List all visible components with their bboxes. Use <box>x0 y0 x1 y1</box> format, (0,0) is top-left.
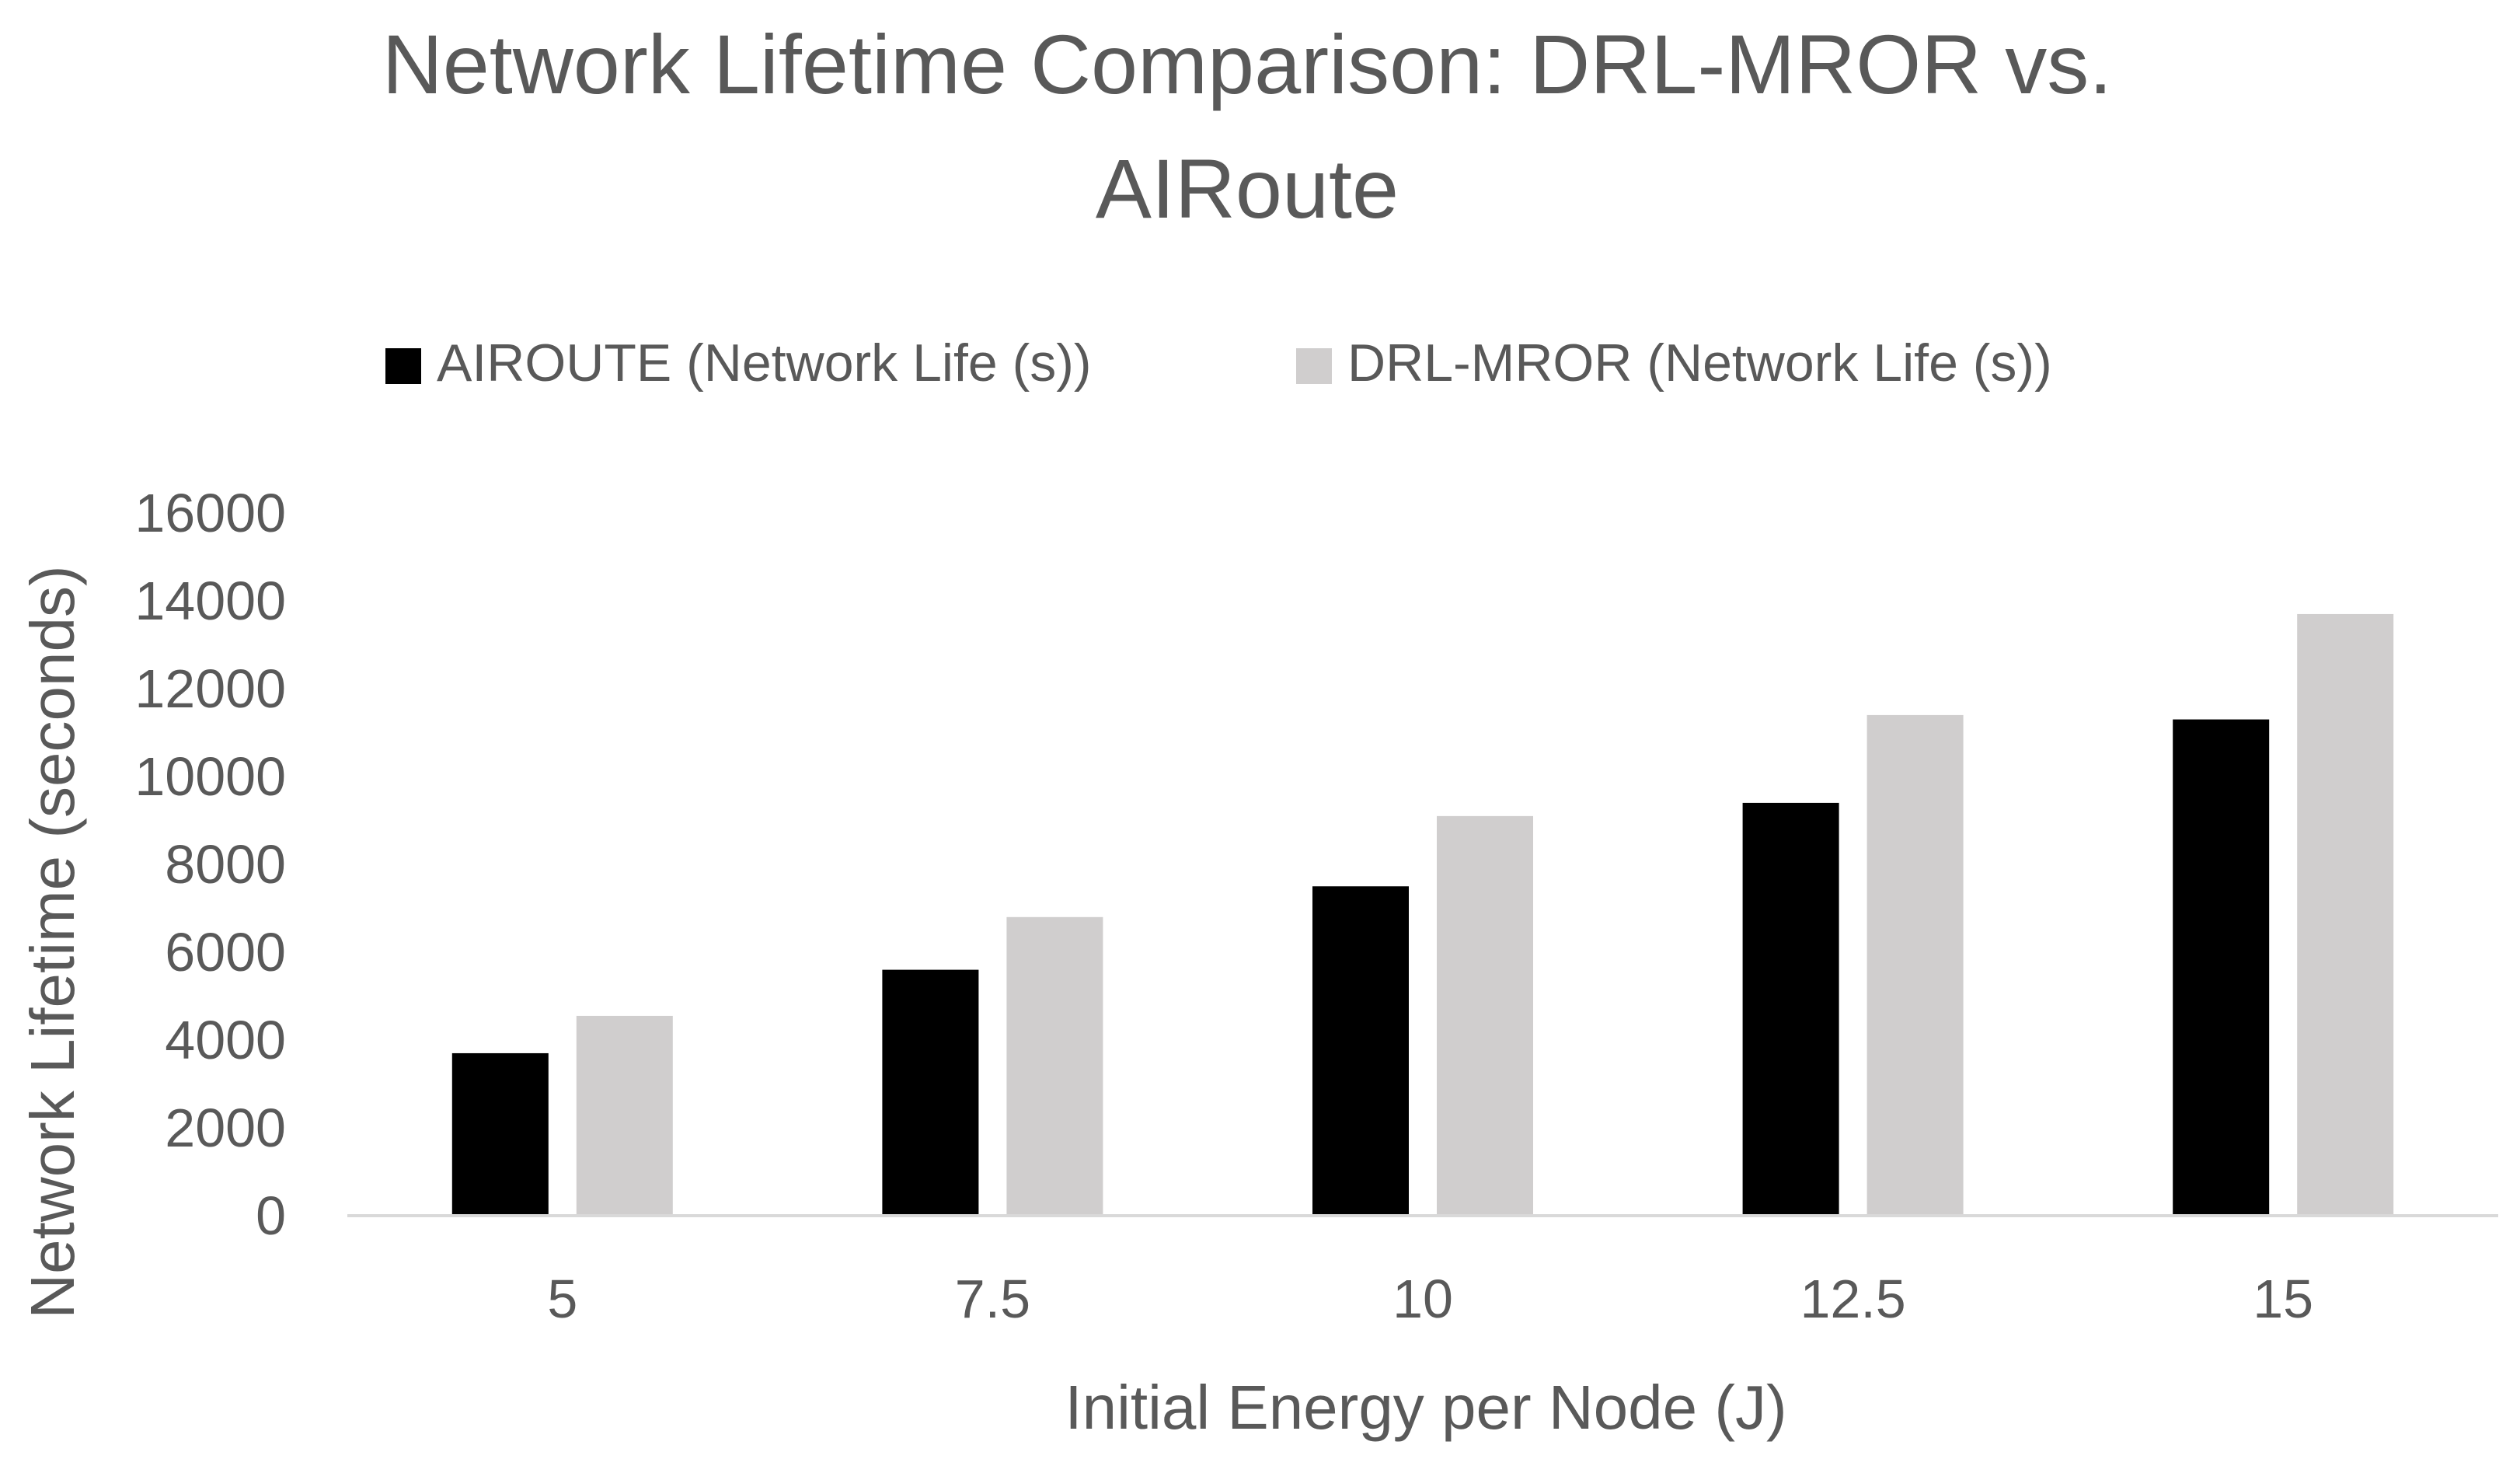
x-tick-label: 7.5 <box>955 1269 1030 1329</box>
y-tick-label: 10000 <box>134 746 286 807</box>
bar-drl-mror <box>1006 916 1103 1216</box>
bar-drl-mror <box>1437 815 1533 1216</box>
bars <box>451 613 2394 1216</box>
y-tick-label: 2000 <box>165 1098 286 1158</box>
legend-label-airoute: AIROUTE (Network Life (s)) <box>437 333 1092 393</box>
y-tick-label: 14000 <box>134 571 286 631</box>
bar-drl-mror <box>2297 613 2394 1216</box>
y-tick-label: 4000 <box>165 1010 286 1070</box>
y-axis-label: Network Lifetime (seconds) <box>18 565 87 1318</box>
x-tick-label: 12.5 <box>1800 1269 1905 1329</box>
legend-swatch-airoute <box>385 348 421 384</box>
y-tick-label: 16000 <box>134 483 286 543</box>
x-axis-ticks: 5 7.5 10 12.5 15 <box>547 1269 2313 1329</box>
y-tick-label: 8000 <box>165 834 286 895</box>
bar-airoute <box>1312 886 1409 1216</box>
chart-title-line-1: Network Lifetime Comparison: DRL-MROR vs… <box>382 17 2113 111</box>
bar-airoute <box>2173 719 2270 1216</box>
bar-airoute <box>1742 802 1839 1216</box>
legend-label-drl-mror: DRL-MROR (Network Life (s)) <box>1347 333 2052 393</box>
legend: AIROUTE (Network Life (s)) DRL-MROR (Net… <box>385 333 2052 393</box>
y-tick-label: 12000 <box>134 658 286 719</box>
y-axis-ticks: 0 2000 4000 6000 8000 10000 12000 14000 16000 <box>134 483 286 1246</box>
x-tick-label: 5 <box>547 1269 577 1329</box>
bar-drl-mror <box>1866 714 1964 1216</box>
y-tick-label: 0 <box>256 1185 286 1246</box>
legend-swatch-drl-mror <box>1296 348 1332 384</box>
x-axis-label: Initial Energy per Node (J) <box>1065 1373 1786 1442</box>
chart-title-line-2: AIRoute <box>1096 141 1399 236</box>
bar-airoute <box>451 1052 549 1216</box>
y-tick-label: 6000 <box>165 922 286 983</box>
chart-title: Network Lifetime Comparison: DRL-MROR vs… <box>382 17 2113 236</box>
bar-drl-mror <box>576 1015 673 1216</box>
x-tick-label: 15 <box>2253 1269 2313 1329</box>
bar-airoute <box>882 969 979 1216</box>
x-tick-label: 10 <box>1392 1269 1453 1329</box>
